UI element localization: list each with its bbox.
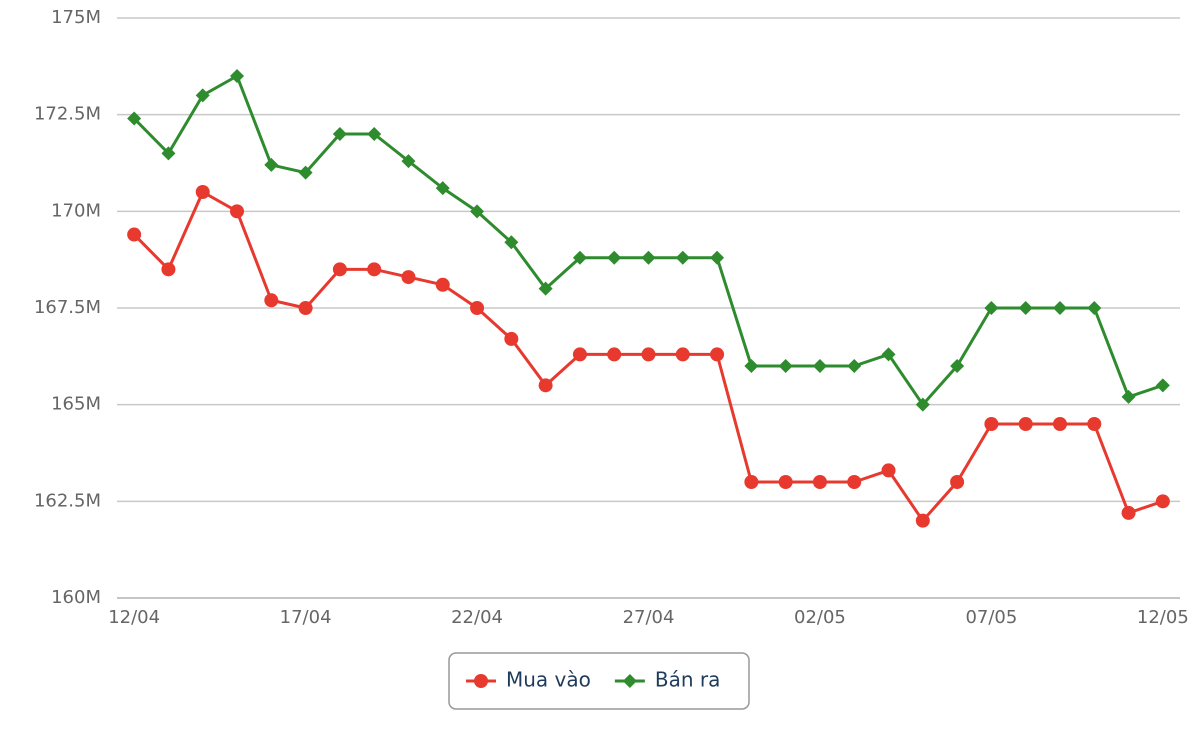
point [264, 157, 279, 172]
point [812, 359, 827, 373]
point [127, 227, 142, 242]
point [778, 475, 793, 489]
y-tick-label: 165M [51, 394, 101, 415]
point [435, 181, 450, 196]
point [778, 359, 793, 373]
point [1018, 417, 1033, 431]
y-tick-label: 172.5M [34, 104, 101, 125]
point [435, 277, 450, 292]
y-tick-label: 162.5M [34, 490, 101, 511]
legend-label[interactable]: Mua vào [506, 668, 591, 692]
x-tick-label: 12/04 [108, 607, 160, 628]
point [881, 463, 896, 478]
point [1018, 301, 1033, 315]
x-tick-label: 02/05 [794, 607, 846, 628]
point [1052, 301, 1067, 315]
point [538, 378, 553, 393]
point [710, 250, 725, 265]
x-tick-label: 12/05 [1137, 607, 1189, 628]
point [847, 359, 862, 373]
point [538, 281, 553, 296]
point [401, 154, 416, 169]
point [470, 204, 485, 219]
point [401, 270, 416, 285]
point [915, 513, 930, 528]
x-tick-label: 27/04 [623, 607, 675, 628]
point [744, 475, 759, 489]
point [161, 262, 176, 277]
point [195, 88, 210, 103]
point [332, 262, 347, 277]
point [195, 185, 210, 199]
point [367, 127, 382, 141]
point [881, 347, 896, 362]
point [1087, 301, 1102, 315]
y-tick-label: 167.5M [34, 297, 101, 318]
y-tick-label: 175M [51, 7, 101, 28]
point [230, 69, 245, 83]
point [950, 475, 965, 489]
point [1155, 378, 1170, 393]
x-tick-label: 07/05 [965, 607, 1017, 628]
point [622, 674, 637, 688]
point [127, 111, 142, 126]
legend-box [448, 652, 750, 710]
point [847, 475, 862, 489]
point [572, 347, 587, 362]
point [641, 250, 656, 265]
point [710, 347, 725, 362]
point [298, 165, 313, 180]
point [984, 301, 999, 315]
point [1087, 417, 1102, 431]
x-tick-label: 17/04 [280, 607, 332, 628]
y-tick-label: 160M [51, 587, 101, 608]
point [675, 347, 690, 362]
point [1121, 505, 1136, 520]
point [264, 293, 279, 308]
legend-label[interactable]: Bán ra [655, 668, 721, 692]
point [470, 301, 485, 315]
point [1155, 494, 1170, 509]
point [332, 127, 347, 141]
y-tick-label: 170M [51, 200, 101, 221]
point [161, 146, 176, 161]
point [504, 235, 519, 250]
point [474, 674, 488, 688]
point [367, 262, 382, 277]
point [230, 204, 245, 219]
x-tick-label: 22/04 [451, 607, 503, 628]
point [984, 417, 999, 431]
point [812, 475, 827, 489]
point [744, 359, 759, 373]
point [641, 347, 656, 362]
point [1121, 389, 1136, 404]
point [504, 331, 519, 346]
point [950, 359, 965, 373]
point [607, 347, 622, 362]
point [607, 250, 622, 265]
point [1052, 417, 1067, 431]
point [572, 250, 587, 265]
point [298, 301, 313, 315]
point [675, 250, 690, 265]
point [915, 397, 930, 412]
